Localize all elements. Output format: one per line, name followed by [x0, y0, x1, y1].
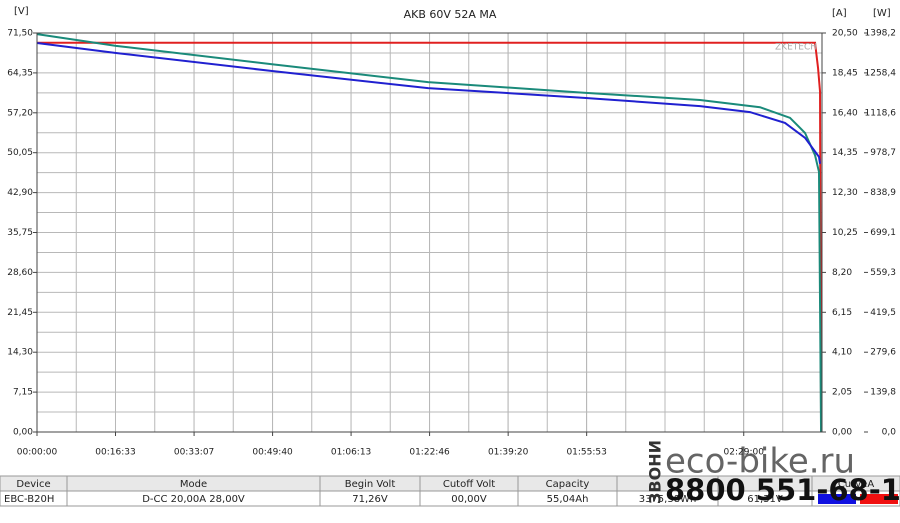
x-tick-label: 00:00:00	[17, 448, 58, 458]
y3-unit: [W]	[873, 8, 891, 19]
y3-tick-label: 1258,4	[865, 68, 897, 78]
table-data-row	[0, 490, 900, 507]
y-tick-label: 7,15	[13, 388, 33, 398]
y-tick-label: 35,75	[7, 228, 33, 238]
y2-tick-label: 2,05	[832, 388, 852, 398]
table-cell: 00,00V	[451, 494, 487, 505]
x-tick-label: 01:55:53	[566, 448, 606, 458]
table-cell: 55,04Ah	[547, 494, 589, 505]
y-tick-label: 57,20	[7, 108, 33, 118]
table-cell: 71,26V	[352, 494, 388, 505]
brand-watermark: ZKETECH	[775, 43, 817, 53]
plot-frame	[36, 32, 823, 433]
y2-tick-label: 18,45	[832, 68, 858, 78]
chart-title: AKB 60V 52A MA	[404, 8, 497, 21]
y-tick-label: 0,00	[13, 428, 33, 438]
x-tick-label: 00:33:07	[174, 448, 214, 458]
y-tick-label: 71,50	[7, 29, 33, 39]
series-line	[37, 41, 823, 433]
table-cell: 3375,38Wh	[639, 494, 697, 505]
y3-tick-label: 978,7	[870, 148, 896, 158]
y-tick-label: 21,45	[7, 308, 33, 318]
x-tick-label: 00:16:33	[95, 448, 135, 458]
y2-tick-label: 10,25	[832, 228, 858, 238]
table-cell: 61,31V	[747, 494, 783, 505]
y2-tick-label: 8,20	[832, 268, 852, 278]
y-tick-label: 14,30	[7, 348, 33, 358]
y2-tick-label: 12,30	[832, 188, 858, 198]
table-header: Mode	[180, 479, 207, 490]
y3-tick-label: 1118,6	[865, 108, 897, 118]
series-line	[36, 42, 822, 164]
y2-tick-label: 0,00	[832, 428, 852, 438]
x-tick-label: 00:49:40	[252, 448, 293, 458]
y2-tick-label: 14,35	[832, 148, 858, 158]
y3-tick-label: 838,9	[870, 188, 896, 198]
ad-watermark: ЗВОНИ eco-bike.ru 8800 551-68-10	[646, 440, 900, 507]
table-cell: D-CC 20,00A 28,00V	[142, 494, 245, 505]
curve-swatch-red	[860, 494, 898, 504]
curve-swatch-blue	[818, 494, 856, 504]
x-tick-label: 01:06:13	[331, 448, 371, 458]
y3-tick-label: 279,6	[870, 348, 896, 358]
y2-tick-label: 6,15	[832, 308, 852, 318]
table-header: CurveA	[838, 479, 875, 490]
x-tick-label: 02:29:00	[724, 448, 765, 458]
y3-tick-label: 559,3	[870, 268, 896, 278]
y2-tick-label: 16,40	[832, 108, 858, 118]
y3-tick-label: 139,8	[870, 388, 896, 398]
y2-unit: [A]	[832, 8, 847, 19]
y3-tick-label: 419,5	[870, 308, 896, 318]
table-header: Cutoff Volt	[443, 479, 495, 490]
y2-tick-label: 4,10	[832, 348, 852, 358]
y-unit: [V]	[14, 6, 29, 17]
y3-tick-label: 699,1	[870, 228, 896, 238]
table-header: Device	[16, 479, 50, 490]
table-cell: EBC-B20H	[4, 494, 54, 505]
y-tick-label: 28,60	[7, 268, 33, 278]
y-tick-label: 50,05	[7, 148, 33, 158]
table-header: Begin Volt	[345, 479, 396, 490]
series-line	[36, 33, 823, 433]
watermark-site: eco-bike.ru	[665, 442, 855, 482]
x-tick-label: 01:39:20	[488, 448, 529, 458]
y-tick-label: 42,90	[7, 188, 33, 198]
watermark-phone: 8800 551-68-10	[665, 473, 900, 507]
y2-tick-label: 20,50	[832, 29, 858, 39]
table-header: Capacity	[546, 479, 590, 490]
watermark-call: ЗВОНИ	[646, 440, 665, 504]
x-tick-label: 01:22:46	[409, 448, 450, 458]
y3-tick-label: 1398,2	[865, 29, 897, 39]
summary-table: Device Mode Begin Volt Cutoff Volt Capacity C…	[0, 475, 900, 507]
y-tick-label: 64,35	[7, 68, 33, 78]
plot	[33, 32, 826, 436]
y3-tick-label: 0,0	[882, 428, 897, 438]
